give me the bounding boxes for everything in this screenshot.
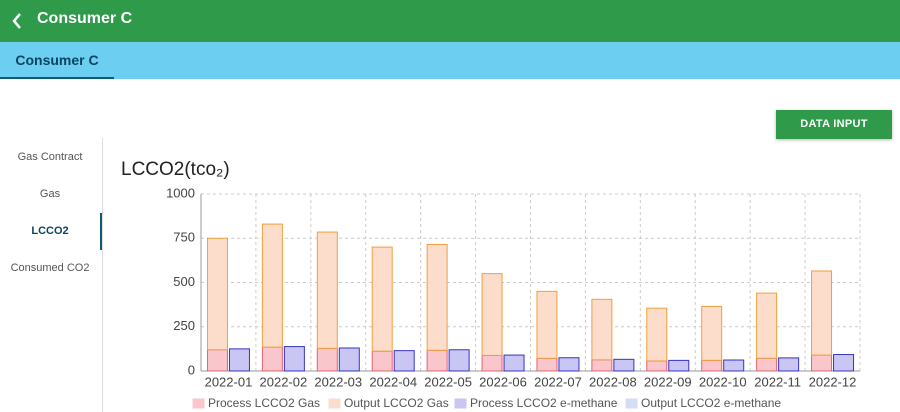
bar [228,348,250,372]
bar [338,347,360,372]
legend-swatch [328,398,341,409]
bar [613,358,635,372]
y-tick-label: 500 [173,274,195,289]
chart: LCCO2(tco₂) 0 250 500 750 1000 2022-01 2022-02… [121,159,861,410]
bar [503,354,525,372]
bar [206,349,228,372]
bar [668,359,690,372]
sidebar-item[interactable]: Gas Contract [17,151,83,163]
sidebar: Gas Contract Gas LCCO2 Consumed CO2 [0,138,103,412]
legend-label: Process LCCO2 Gas [208,396,320,410]
bar [701,305,723,361]
sidebar-item[interactable]: Gas [39,188,61,200]
bar [778,357,800,372]
sidebar-item[interactable]: LCCO2 [0,213,102,250]
bar [811,270,833,356]
data-input-button[interactable]: DATA INPUT [776,110,892,139]
x-tick-label: 2022-07 [534,374,582,389]
bar [833,354,855,372]
bar [448,349,470,372]
bar [756,357,778,372]
chart-title: LCCO2(tco₂) [121,159,230,180]
tab[interactable]: Consumer C [0,42,114,79]
x-tick-label: 2022-12 [809,374,857,389]
bar [756,292,778,359]
bar [481,273,503,356]
back-button[interactable] [10,11,24,31]
sidebar-item[interactable]: Consumed CO2 [10,262,90,274]
bar [316,231,338,349]
app-header: Consumer C [0,0,900,42]
bar [558,357,580,372]
header-title: Consumer C [37,10,133,27]
legend-swatch [454,398,467,409]
bar [261,223,283,348]
bar [371,350,393,372]
y-tick-label: 0 [188,362,195,377]
bar [646,360,668,372]
bar [393,350,415,372]
y-tick-label: 1000 [166,185,195,200]
bar [426,243,448,351]
bar [261,346,283,372]
bar [206,237,228,351]
x-tick-label: 2022-06 [479,374,527,389]
bar [591,359,613,372]
bar [701,359,723,372]
x-tick-label: 2022-11 [754,374,801,389]
x-tick-label: 2022-10 [699,374,747,389]
bar [426,349,448,372]
y-tick-label: 750 [173,230,195,245]
bar [536,357,558,372]
y-tick-label: 250 [173,318,195,333]
bar [316,347,338,372]
bar [283,346,305,372]
x-tick-label: 2022-01 [205,374,253,389]
x-tick-label: 2022-05 [424,374,472,389]
legend-swatch [192,398,205,409]
bar [723,359,745,372]
bar [536,290,558,359]
tab-bar: Consumer C [0,42,900,79]
x-tick-label: 2022-08 [589,374,637,389]
legend-label: Process LCCO2 e-methane [470,396,618,410]
x-tick-label: 2022-09 [644,374,692,389]
legend-label: Output LCCO2 Gas [344,396,449,410]
bar [646,307,668,362]
legend-label: Output LCCO2 e-methane [641,396,781,410]
bar [811,354,833,372]
x-tick-label: 2022-02 [260,374,308,389]
legend-swatch [625,398,638,409]
bar [481,354,503,372]
bar [371,246,393,352]
x-tick-label: 2022-04 [369,374,417,389]
bar [591,298,613,361]
x-tick-label: 2022-03 [314,374,362,389]
